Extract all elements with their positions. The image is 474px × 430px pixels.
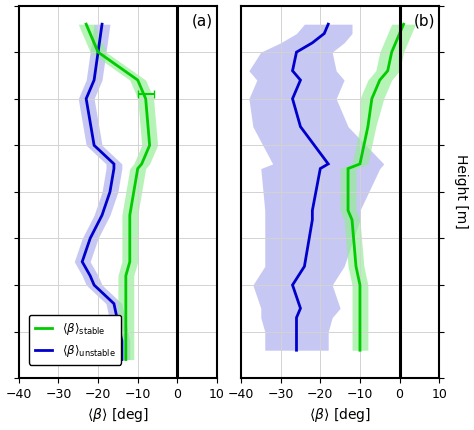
Text: (a): (a)	[191, 13, 212, 28]
Legend: $\langle\beta\rangle_{\mathrm{stable}}$, $\langle\beta\rangle_{\mathrm{unstable}: $\langle\beta\rangle_{\mathrm{stable}}$,…	[28, 315, 121, 365]
Text: (b): (b)	[413, 13, 435, 28]
X-axis label: $\langle \beta \rangle$ [deg]: $\langle \beta \rangle$ [deg]	[309, 406, 371, 424]
Y-axis label: Height [m]: Height [m]	[455, 154, 468, 229]
X-axis label: $\langle \beta \rangle$ [deg]: $\langle \beta \rangle$ [deg]	[87, 406, 149, 424]
